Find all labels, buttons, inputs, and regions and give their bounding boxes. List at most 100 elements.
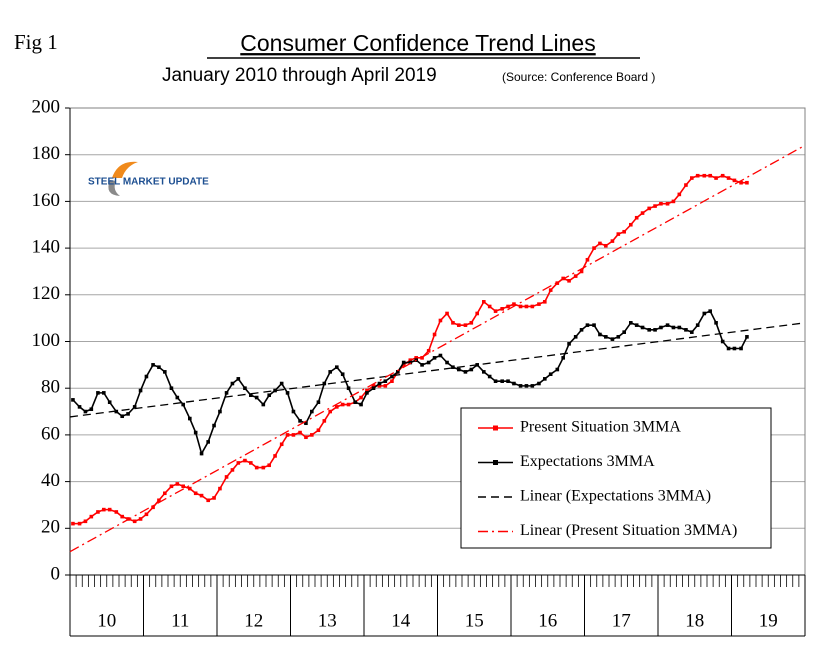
data-point: [659, 201, 663, 206]
data-point: [537, 302, 541, 306]
data-point: [77, 405, 82, 409]
data-point: [365, 391, 369, 395]
legend-label: Linear (Expectations 3MMA): [520, 488, 711, 505]
data-point: [328, 409, 332, 414]
data-point: [335, 365, 339, 369]
data-point: [193, 430, 198, 435]
data-point: [224, 391, 229, 395]
data-point: [261, 402, 266, 407]
data-point: [604, 335, 608, 339]
data-point: [236, 377, 241, 381]
data-point: [500, 379, 504, 383]
data-point: [720, 339, 725, 344]
data-point: [708, 173, 712, 178]
data-point: [677, 192, 682, 197]
data-point: [616, 232, 621, 236]
x-tick-label: 16: [538, 610, 557, 631]
data-point: [524, 304, 529, 309]
y-tick-label: 140: [32, 236, 61, 257]
data-point: [298, 419, 302, 423]
data-point: [316, 428, 321, 433]
data-point: [151, 505, 155, 510]
data-point: [83, 519, 88, 524]
x-tick-label: 14: [391, 610, 411, 631]
data-point: [212, 423, 216, 428]
data-point: [500, 307, 504, 311]
data-point: [708, 309, 712, 313]
data-point: [732, 346, 737, 351]
data-point: [243, 386, 247, 390]
x-tick-label: 13: [318, 610, 337, 631]
data-point: [353, 400, 357, 405]
data-point: [445, 311, 449, 316]
data-point: [653, 328, 657, 332]
data-point: [506, 379, 510, 383]
data-point: [77, 521, 82, 526]
y-tick-label: 80: [41, 377, 60, 398]
data-point: [230, 468, 235, 472]
data-point: [745, 335, 749, 339]
data-point: [426, 360, 431, 365]
data-point: [438, 353, 443, 358]
data-point: [457, 323, 461, 327]
data-point: [401, 363, 406, 367]
data-point: [285, 391, 290, 395]
data-point: [512, 381, 516, 386]
y-tick-label: 100: [32, 330, 61, 351]
legend-box: [460, 407, 772, 549]
data-point: [304, 435, 308, 440]
data-point: [163, 491, 167, 496]
data-point: [144, 512, 149, 517]
data-point: [469, 321, 474, 325]
data-point: [328, 370, 332, 374]
data-point: [598, 241, 602, 246]
data-point: [249, 461, 253, 465]
data-point: [89, 514, 94, 519]
figure-label: Fig 1: [14, 30, 58, 54]
data-point: [396, 370, 400, 374]
data-point: [567, 278, 571, 283]
chart-title: Consumer Confidence Trend Lines: [240, 30, 595, 56]
data-point: [414, 356, 418, 360]
data-point: [432, 332, 437, 337]
data-point: [629, 222, 633, 227]
data-point: [175, 395, 180, 400]
logo-text: STEEL MARKET UPDATE: [88, 177, 209, 188]
data-point: [346, 402, 351, 407]
data-point: [279, 442, 284, 447]
legend-label: Expectations 3MMA: [520, 453, 655, 470]
data-point: [445, 360, 449, 365]
data-point: [390, 374, 394, 379]
data-point: [506, 304, 510, 309]
data-point: [695, 173, 700, 178]
data-point: [291, 433, 296, 437]
plot-area: 0 20 40 60 80 100 120 140 160 180 200 10 11 12 13 14 15 1…: [32, 96, 806, 637]
data-point: [487, 374, 492, 379]
trend-line: [69, 322, 806, 418]
data-point: [702, 173, 707, 178]
data-point: [254, 465, 259, 470]
x-tick-label: 17: [612, 610, 631, 631]
data-point: [420, 363, 424, 367]
data-point: [175, 482, 180, 486]
data-point: [236, 461, 241, 465]
logo-swoosh: [108, 180, 120, 196]
logo-swoosh: [112, 161, 138, 178]
data-point: [188, 416, 192, 421]
data-point: [249, 393, 253, 398]
data-point: [206, 498, 210, 503]
data-point: [230, 381, 235, 386]
data-point: [107, 400, 112, 405]
data-point: [181, 484, 185, 489]
data-point: [512, 302, 516, 306]
data-point: [671, 325, 676, 330]
logo: STEEL MARKET UPDATE: [88, 161, 209, 196]
data-point: [322, 381, 327, 386]
data-point: [592, 323, 596, 327]
source-note: (Source: Conference Board ): [502, 70, 655, 84]
data-point: [463, 323, 468, 327]
x-tick-label: 15: [465, 610, 484, 631]
data-point: [726, 176, 731, 180]
data-point: [634, 215, 639, 220]
y-tick-label: 200: [32, 96, 61, 117]
